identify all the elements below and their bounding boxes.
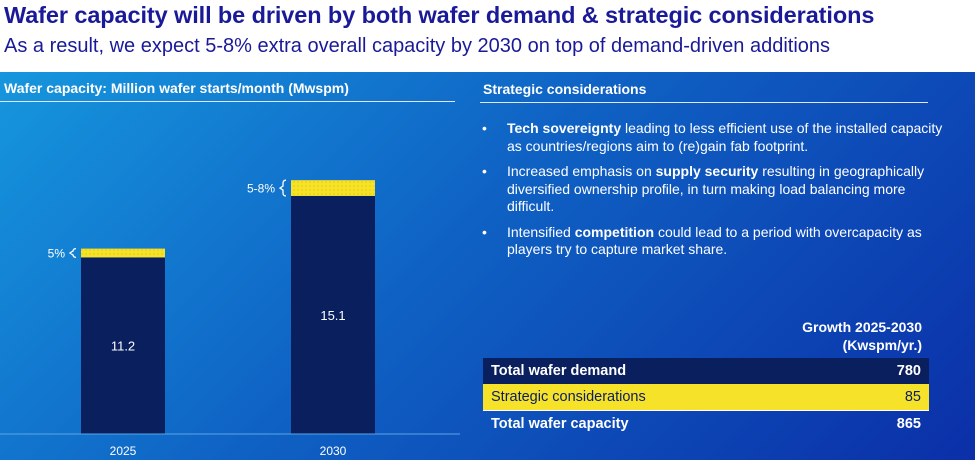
growth-table: Total wafer demand 780 Strategic conside…: [483, 358, 929, 437]
capacity-bar-chart: 11.2 5% 2025 15.1 5-8% 2030: [0, 179, 460, 458]
row-label: Total wafer demand: [491, 363, 627, 379]
row-label: Strategic considerations: [491, 389, 646, 405]
bar-strategic-2025: [81, 248, 165, 258]
bar-strategic-2030: [291, 180, 375, 196]
bracket-2025: [68, 247, 77, 259]
bullet-text-pre: Increased emphasis on: [507, 163, 656, 179]
row-label: Total wafer capacity: [491, 416, 629, 432]
bar-value-label-2025: 11.2: [111, 339, 135, 354]
bullet-text-pre: Intensified: [507, 223, 575, 240]
bullet-competition: • Intensified competition could lead to …: [480, 224, 950, 259]
bullet-text-bold: supply security: [655, 163, 759, 179]
growth-heading-line1: Growth 2025-2030: [802, 319, 922, 335]
strategic-bullet-list: • Tech sovereignty leading to less effic…: [480, 120, 950, 267]
row-value: 85: [904, 389, 921, 405]
bullet-text-bold: competition: [574, 223, 655, 240]
table-row-total-demand: Total wafer demand 780: [483, 358, 929, 384]
page-title: Wafer capacity will be driven by both wa…: [4, 2, 875, 28]
bullet-text-post: resulting in geographically diversified …: [507, 163, 925, 214]
strategic-heading-divider: [480, 102, 928, 103]
bullet-text-bold: Tech sovereignty: [507, 120, 622, 136]
row-value: 780: [896, 363, 921, 379]
bullet-dot: •: [482, 120, 487, 136]
table-row-total-capacity: Total wafer capacity 865: [483, 410, 929, 437]
bar-value-label-2030: 15.1: [320, 308, 345, 323]
header: Wafer capacity will be driven by both wa…: [0, 0, 975, 72]
bar-demand-2025: [81, 257, 165, 434]
x-tick-label-2025: 2025: [110, 444, 137, 458]
table-row-strategic: Strategic considerations 85: [483, 384, 929, 410]
bullet-dot: •: [482, 223, 487, 240]
chart-heading: Wafer capacity: Million wafer starts/mon…: [4, 80, 349, 96]
row-value: 865: [896, 416, 921, 432]
bullet-supply-security: • Increased emphasis on supply security …: [480, 163, 950, 216]
bullet-dot: •: [482, 163, 487, 179]
page-subtitle: As a result, we expect 5-8% extra overal…: [4, 35, 831, 57]
bullet-tech-sovereignty: • Tech sovereignty leading to less effic…: [480, 120, 950, 155]
bracket-2030: [278, 179, 287, 197]
bar-demand-2030: [291, 195, 375, 434]
bullet-text-post: could lead to a period with overcapacity…: [507, 223, 922, 258]
growth-heading-line2: (Kwspm/yr.): [842, 337, 922, 353]
growth-table-heading: Growth 2025-2030 (Kwspm/yr.): [760, 318, 922, 354]
chart-heading-divider: [0, 101, 455, 102]
x-tick-label-2030: 2030: [320, 444, 347, 458]
bar-extra-label-2025: 5%: [48, 247, 66, 261]
bar-extra-label-2030: 5-8%: [247, 182, 275, 196]
bullet-text-post: leading to less efficient use of the ins…: [507, 120, 943, 154]
strategic-heading: Strategic considerations: [483, 81, 647, 97]
